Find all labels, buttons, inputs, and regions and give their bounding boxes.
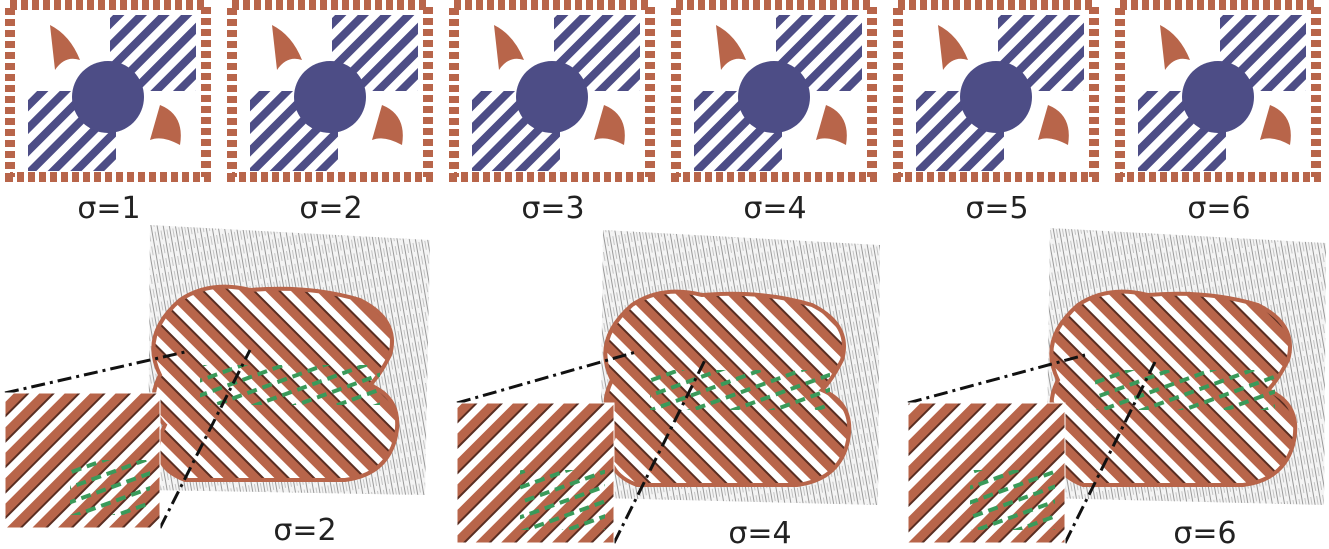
- bottom-panel-3: [907, 228, 1326, 544]
- top-panel-3: [449, 0, 655, 182]
- zoom-inset-green-glyphs: [70, 460, 150, 515]
- green-glyph-band: [200, 365, 380, 405]
- top-panel-1-label: σ=1: [77, 191, 140, 226]
- top-panel-5: [893, 0, 1099, 182]
- bottom-panel-1-label: σ=2: [273, 513, 336, 548]
- green-glyph-band: [1095, 370, 1275, 410]
- disk-region: [738, 61, 810, 133]
- disk-region: [960, 61, 1032, 133]
- bottom-panel-2: [456, 230, 880, 544]
- disk-region: [72, 61, 144, 133]
- glyph-cluster: [938, 25, 1069, 145]
- glyph-cluster: [272, 25, 403, 145]
- glyph-cluster: [1160, 25, 1291, 145]
- zoom-line-bottom: [612, 359, 707, 544]
- zoom-line-top: [456, 350, 637, 405]
- zoom-inset-green-glyphs: [520, 470, 605, 530]
- bottom-panel-1: [4, 225, 430, 529]
- top-panel-1: [5, 0, 211, 182]
- disk-region: [516, 61, 588, 133]
- green-glyph-band: [650, 370, 830, 410]
- zoom-line-top: [4, 350, 186, 395]
- top-panel-2-label: σ=2: [299, 191, 362, 226]
- glyph-cluster: [716, 25, 847, 145]
- top-panel-4: [671, 0, 877, 182]
- zoom-inset-green-glyphs: [970, 470, 1055, 530]
- top-panel-6: [1115, 0, 1321, 182]
- top-panel-4-label: σ=4: [743, 191, 806, 226]
- zoom-line-bottom: [1063, 361, 1157, 544]
- bottom-panel-3-label: σ=6: [1173, 516, 1236, 549]
- bottom-panel-2-label: σ=4: [728, 516, 791, 549]
- glyph-cluster: [494, 25, 625, 145]
- top-panel-3-label: σ=3: [521, 191, 584, 226]
- disk-region: [294, 61, 366, 133]
- top-panel-6-label: σ=6: [1187, 191, 1250, 226]
- glyph-cluster: [50, 25, 181, 145]
- top-panel-2: [227, 0, 433, 182]
- zoom-line-top: [907, 353, 1086, 405]
- disk-region: [1182, 61, 1254, 133]
- top-panel-5-label: σ=5: [965, 191, 1028, 226]
- zoom-line-bottom: [158, 349, 252, 529]
